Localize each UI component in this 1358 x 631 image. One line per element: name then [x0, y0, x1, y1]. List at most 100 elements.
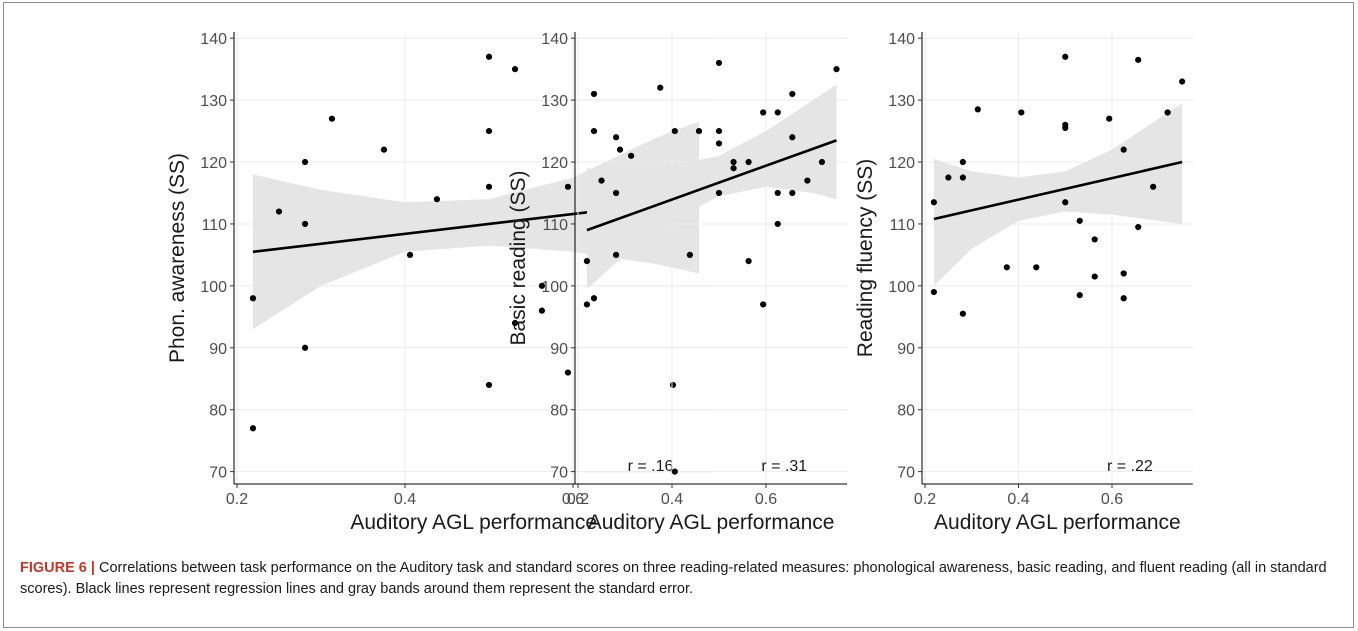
data-point	[930, 199, 937, 206]
y-tick-label: 110	[201, 217, 227, 234]
figure-frame	[3, 2, 1354, 628]
data-point	[1179, 78, 1186, 85]
data-point	[612, 189, 620, 197]
x-tick-label: 0.4	[1007, 491, 1029, 508]
standard-error-band	[586, 84, 837, 289]
data-point	[1062, 199, 1069, 206]
data-point	[590, 90, 598, 98]
data-point	[730, 158, 737, 166]
data-point	[511, 66, 519, 73]
y-tick-label: 90	[897, 341, 915, 358]
data-point	[715, 140, 723, 147]
data-point	[1164, 109, 1171, 116]
y-tick-label: 90	[209, 341, 227, 358]
y-tick-label: 80	[897, 403, 915, 420]
figure-caption: FIGURE 6 | Correlations between task per…	[20, 558, 1340, 600]
y-tick-label: 110	[889, 217, 915, 234]
y-tick-label: 120	[541, 155, 568, 172]
data-point	[974, 106, 981, 113]
data-point	[818, 158, 826, 166]
caption-text: Correlations between task performance on…	[20, 560, 1327, 597]
data-point	[686, 251, 693, 259]
x-axis-label: Auditory AGL performance	[350, 511, 597, 534]
x-axis-label: Auditory AGL performance	[934, 511, 1181, 534]
x-tick-label: 0.2	[914, 491, 936, 508]
regression-line	[933, 160, 1183, 221]
data-point	[833, 66, 840, 73]
y-tick-label: 80	[209, 403, 227, 420]
data-point	[249, 295, 257, 302]
grid	[922, 32, 1193, 484]
y-tick-label: 80	[550, 403, 568, 420]
y-tick-label: 100	[541, 279, 568, 296]
data-point	[275, 208, 283, 215]
data-point	[760, 301, 767, 308]
data-point	[485, 381, 493, 389]
data-point	[564, 183, 572, 190]
data-point	[1120, 146, 1127, 153]
data-point	[1120, 295, 1127, 302]
data-point	[328, 115, 336, 122]
data-point	[1091, 273, 1098, 280]
data-point	[406, 251, 414, 259]
y-tick-label: 100	[200, 279, 227, 296]
data-point	[959, 174, 966, 181]
y-axis-label: Basic reading (SS)	[507, 170, 530, 345]
data-point	[730, 165, 737, 172]
standard-error-band	[933, 103, 1183, 286]
y-tick-label: 70	[209, 465, 227, 482]
data-point	[583, 301, 591, 308]
data-point	[1135, 223, 1142, 231]
data-point	[511, 319, 519, 327]
data-point	[380, 146, 388, 153]
x-tick-label: 0.6	[562, 491, 584, 508]
data-point	[590, 127, 598, 135]
data-point	[789, 134, 796, 141]
data-point	[433, 196, 441, 203]
y-tick-label: 140	[888, 31, 915, 48]
data-point	[583, 257, 591, 265]
y-tick-label: 130	[200, 93, 227, 110]
regression-line	[586, 139, 837, 232]
correlation-annotation: r = .16	[628, 458, 674, 475]
data-point	[774, 220, 781, 228]
data-point	[671, 468, 678, 475]
data-point	[616, 146, 624, 153]
figure-label: FIGURE 6 |	[20, 560, 95, 576]
data-point	[715, 189, 723, 197]
data-point	[789, 189, 796, 197]
data-point	[1135, 56, 1142, 63]
y-axis-label: Phon. awareness (SS)	[166, 153, 189, 363]
data-point	[657, 84, 664, 91]
data-point	[1106, 115, 1113, 122]
data-point	[789, 90, 796, 98]
data-point	[1076, 292, 1083, 299]
data-point	[669, 381, 677, 389]
data-point	[1091, 236, 1098, 243]
panel-3: 70 80 90 100 110 120 130 140 0.2 0.4 0.6 Auditory A…	[854, 31, 1193, 534]
data-point	[1003, 264, 1010, 271]
data-point	[590, 295, 598, 302]
x-tick-label: 0.4	[394, 491, 416, 508]
y-tick-label: 90	[550, 341, 568, 358]
data-point	[1033, 264, 1040, 271]
data-point	[959, 310, 966, 317]
panel-1: 70 80 90 100 110 120 130 140 0.2 0.4 0.6 Auditory A…	[166, 31, 714, 534]
data-point	[301, 344, 309, 351]
data-point	[671, 127, 678, 135]
data-point	[612, 251, 620, 259]
y-tick-label: 130	[541, 93, 568, 110]
data-point	[715, 127, 723, 135]
data-point	[485, 127, 493, 135]
data-point	[774, 109, 781, 116]
correlation-annotation: r = .22	[1107, 458, 1153, 475]
data-point	[1150, 183, 1157, 190]
x-tick-label: 0.6	[755, 491, 777, 508]
data-point	[1120, 270, 1127, 277]
data-point	[715, 59, 723, 67]
y-tick-label: 70	[550, 465, 568, 482]
data-point	[930, 288, 937, 296]
x-tick-label: 0.6	[1101, 491, 1123, 508]
data-point	[804, 177, 811, 184]
y-tick-label: 120	[200, 155, 227, 172]
